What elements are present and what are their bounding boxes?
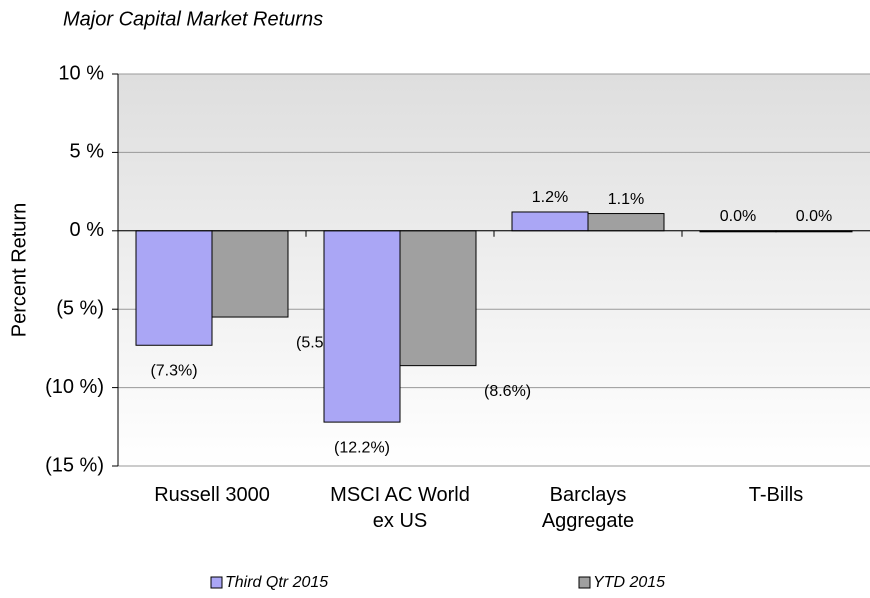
bar	[135, 230, 213, 346]
x-tick-label: Russell 3000	[154, 484, 270, 506]
value-label: (12.2%)	[334, 439, 390, 456]
legend-swatch	[210, 576, 223, 589]
y-tick-label: (5 %)	[56, 297, 104, 319]
bar	[211, 230, 289, 318]
y-tick-label: 0 %	[70, 219, 105, 241]
legend-label: Third Qtr 2015	[225, 574, 328, 591]
value-label: 1.1%	[608, 191, 644, 208]
y-tick-label: (15 %)	[45, 454, 104, 476]
y-tick-label: 10 %	[58, 62, 104, 84]
bar	[587, 213, 665, 232]
bar	[399, 230, 477, 367]
x-tick-label: Barclays Aggregate	[542, 484, 634, 532]
value-label: 0.0%	[796, 208, 832, 225]
y-tick-label: 5 %	[70, 141, 105, 163]
chart-title: Major Capital Market Returns	[63, 8, 323, 30]
value-label: (7.3%)	[150, 362, 197, 379]
value-label: 0.0%	[720, 208, 756, 225]
y-axis-label: Percent Return	[8, 203, 30, 338]
bar	[511, 211, 589, 232]
value-label: 1.2%	[532, 189, 568, 206]
legend-label: YTD 2015	[593, 574, 665, 591]
value-label: (8.6%)	[484, 383, 531, 400]
x-tick-label: MSCI AC World ex US	[330, 484, 470, 532]
bar	[323, 230, 401, 423]
x-tick-label: T-Bills	[749, 484, 803, 506]
legend-swatch	[578, 576, 591, 589]
y-tick-label: (10 %)	[45, 376, 104, 398]
